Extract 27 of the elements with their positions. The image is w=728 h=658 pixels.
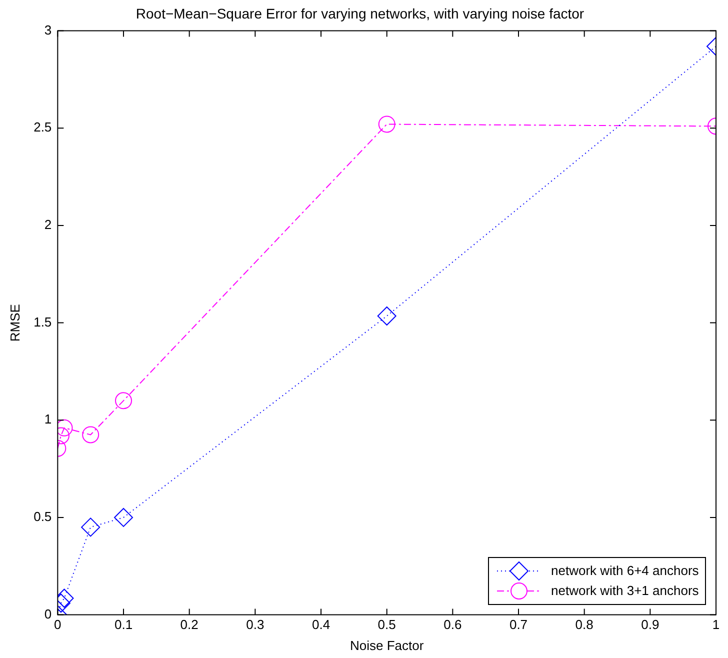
x-axis-title: Noise Factor [350, 638, 424, 653]
x-tick-label: 0.6 [444, 617, 462, 632]
y-tick-label: 2 [44, 217, 52, 232]
point [377, 306, 396, 326]
legend-label: network with 3+1 anchors [551, 583, 699, 598]
point [81, 518, 100, 537]
x-tick-label: 0 [54, 617, 62, 632]
y-tick-label: 0.5 [34, 509, 52, 524]
x-tick-label: 0.8 [575, 617, 594, 632]
x-tick-label: 0.3 [246, 617, 264, 632]
point [114, 508, 134, 527]
y-tick-label: 1 [44, 412, 52, 427]
y-tick-label: 2.5 [34, 120, 52, 135]
x-tick-label: 0.2 [180, 617, 198, 632]
chart-title: Root−Mean−Square Error for varying networks, with varying noise factor [136, 5, 584, 22]
x-tick-label: 0.7 [509, 617, 528, 632]
legend-label: network with 6+4 anchors [551, 563, 699, 578]
y-tick-label: 3 [44, 22, 52, 38]
y-axis-title: RMSE [7, 304, 22, 342]
x-tick-label: 0.9 [641, 617, 660, 632]
point [58, 419, 73, 436]
y-tick-label: 1.5 [34, 314, 52, 330]
x-tick-label: 0.1 [114, 617, 133, 632]
x-tick-label: 0.5 [378, 617, 396, 632]
y-tick-label: 0 [44, 606, 52, 622]
x-tick-label: 1 [712, 617, 720, 632]
x-tick-label: 0.4 [312, 617, 330, 632]
